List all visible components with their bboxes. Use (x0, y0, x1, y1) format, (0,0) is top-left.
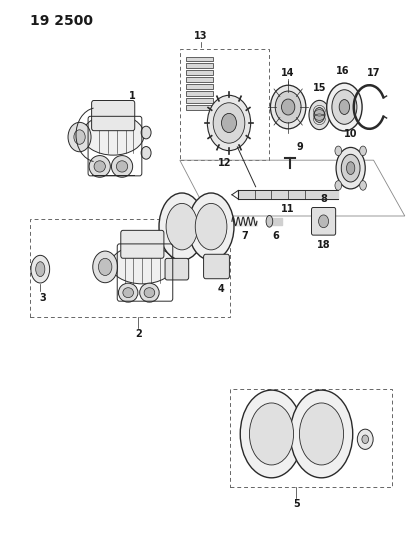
Text: 11: 11 (281, 204, 295, 214)
Bar (186, 91, 213, 96)
Ellipse shape (68, 123, 91, 152)
Ellipse shape (188, 193, 234, 260)
Ellipse shape (332, 90, 357, 124)
Text: 18: 18 (317, 240, 330, 250)
Ellipse shape (159, 193, 205, 260)
Text: 4: 4 (218, 284, 225, 294)
Ellipse shape (359, 146, 366, 156)
Ellipse shape (336, 148, 365, 189)
Text: 6: 6 (272, 231, 279, 241)
Ellipse shape (362, 435, 369, 443)
FancyBboxPatch shape (204, 254, 229, 279)
Ellipse shape (144, 288, 155, 297)
Text: 9: 9 (296, 142, 303, 152)
Text: 19 2500: 19 2500 (30, 14, 93, 28)
FancyBboxPatch shape (92, 101, 135, 131)
Text: 10: 10 (344, 129, 357, 139)
Ellipse shape (290, 390, 353, 478)
Ellipse shape (98, 259, 112, 276)
Bar (186, 56, 213, 61)
Text: 2: 2 (135, 329, 142, 338)
Bar (186, 105, 213, 110)
Ellipse shape (31, 255, 50, 283)
Ellipse shape (112, 156, 133, 177)
Circle shape (222, 114, 237, 133)
Ellipse shape (36, 262, 45, 277)
Bar (186, 84, 213, 89)
Ellipse shape (166, 204, 198, 250)
Text: 15: 15 (313, 83, 326, 93)
Ellipse shape (118, 283, 138, 302)
Ellipse shape (110, 245, 174, 284)
Bar (186, 98, 213, 103)
Ellipse shape (82, 115, 144, 155)
Ellipse shape (250, 403, 293, 465)
Bar (230, 389, 393, 487)
Ellipse shape (347, 162, 355, 174)
Text: 7: 7 (241, 231, 248, 241)
Circle shape (207, 95, 251, 151)
Ellipse shape (141, 126, 151, 139)
Text: 1: 1 (129, 91, 135, 101)
Ellipse shape (357, 429, 373, 449)
Ellipse shape (327, 83, 362, 131)
Ellipse shape (140, 283, 159, 302)
Ellipse shape (335, 146, 342, 156)
Text: 12: 12 (218, 158, 232, 167)
Text: 8: 8 (320, 194, 327, 204)
Ellipse shape (141, 147, 151, 159)
Ellipse shape (359, 181, 366, 190)
Ellipse shape (74, 130, 85, 144)
Ellipse shape (270, 85, 306, 129)
Ellipse shape (309, 100, 330, 130)
Text: 14: 14 (281, 68, 295, 78)
Circle shape (213, 103, 245, 143)
Circle shape (319, 215, 329, 228)
FancyBboxPatch shape (121, 230, 164, 259)
Ellipse shape (335, 181, 342, 190)
Bar (186, 70, 213, 75)
Ellipse shape (123, 288, 133, 297)
Ellipse shape (266, 215, 273, 227)
Text: 17: 17 (367, 68, 380, 78)
Ellipse shape (339, 100, 349, 115)
Ellipse shape (281, 99, 295, 115)
Bar (186, 77, 213, 82)
Ellipse shape (93, 251, 117, 282)
FancyBboxPatch shape (165, 259, 189, 280)
Ellipse shape (116, 161, 127, 172)
Text: 5: 5 (293, 499, 300, 509)
Ellipse shape (314, 108, 325, 123)
Bar (30, 219, 230, 317)
Text: 3: 3 (39, 293, 46, 303)
Text: 13: 13 (194, 30, 207, 41)
Ellipse shape (94, 161, 105, 172)
Bar (186, 63, 213, 68)
Ellipse shape (240, 390, 303, 478)
Ellipse shape (299, 403, 344, 465)
FancyBboxPatch shape (311, 207, 336, 235)
Ellipse shape (89, 156, 110, 177)
Bar (180, 49, 270, 160)
Ellipse shape (195, 204, 227, 250)
Text: 16: 16 (336, 66, 349, 76)
Ellipse shape (275, 91, 301, 123)
Ellipse shape (341, 155, 360, 182)
